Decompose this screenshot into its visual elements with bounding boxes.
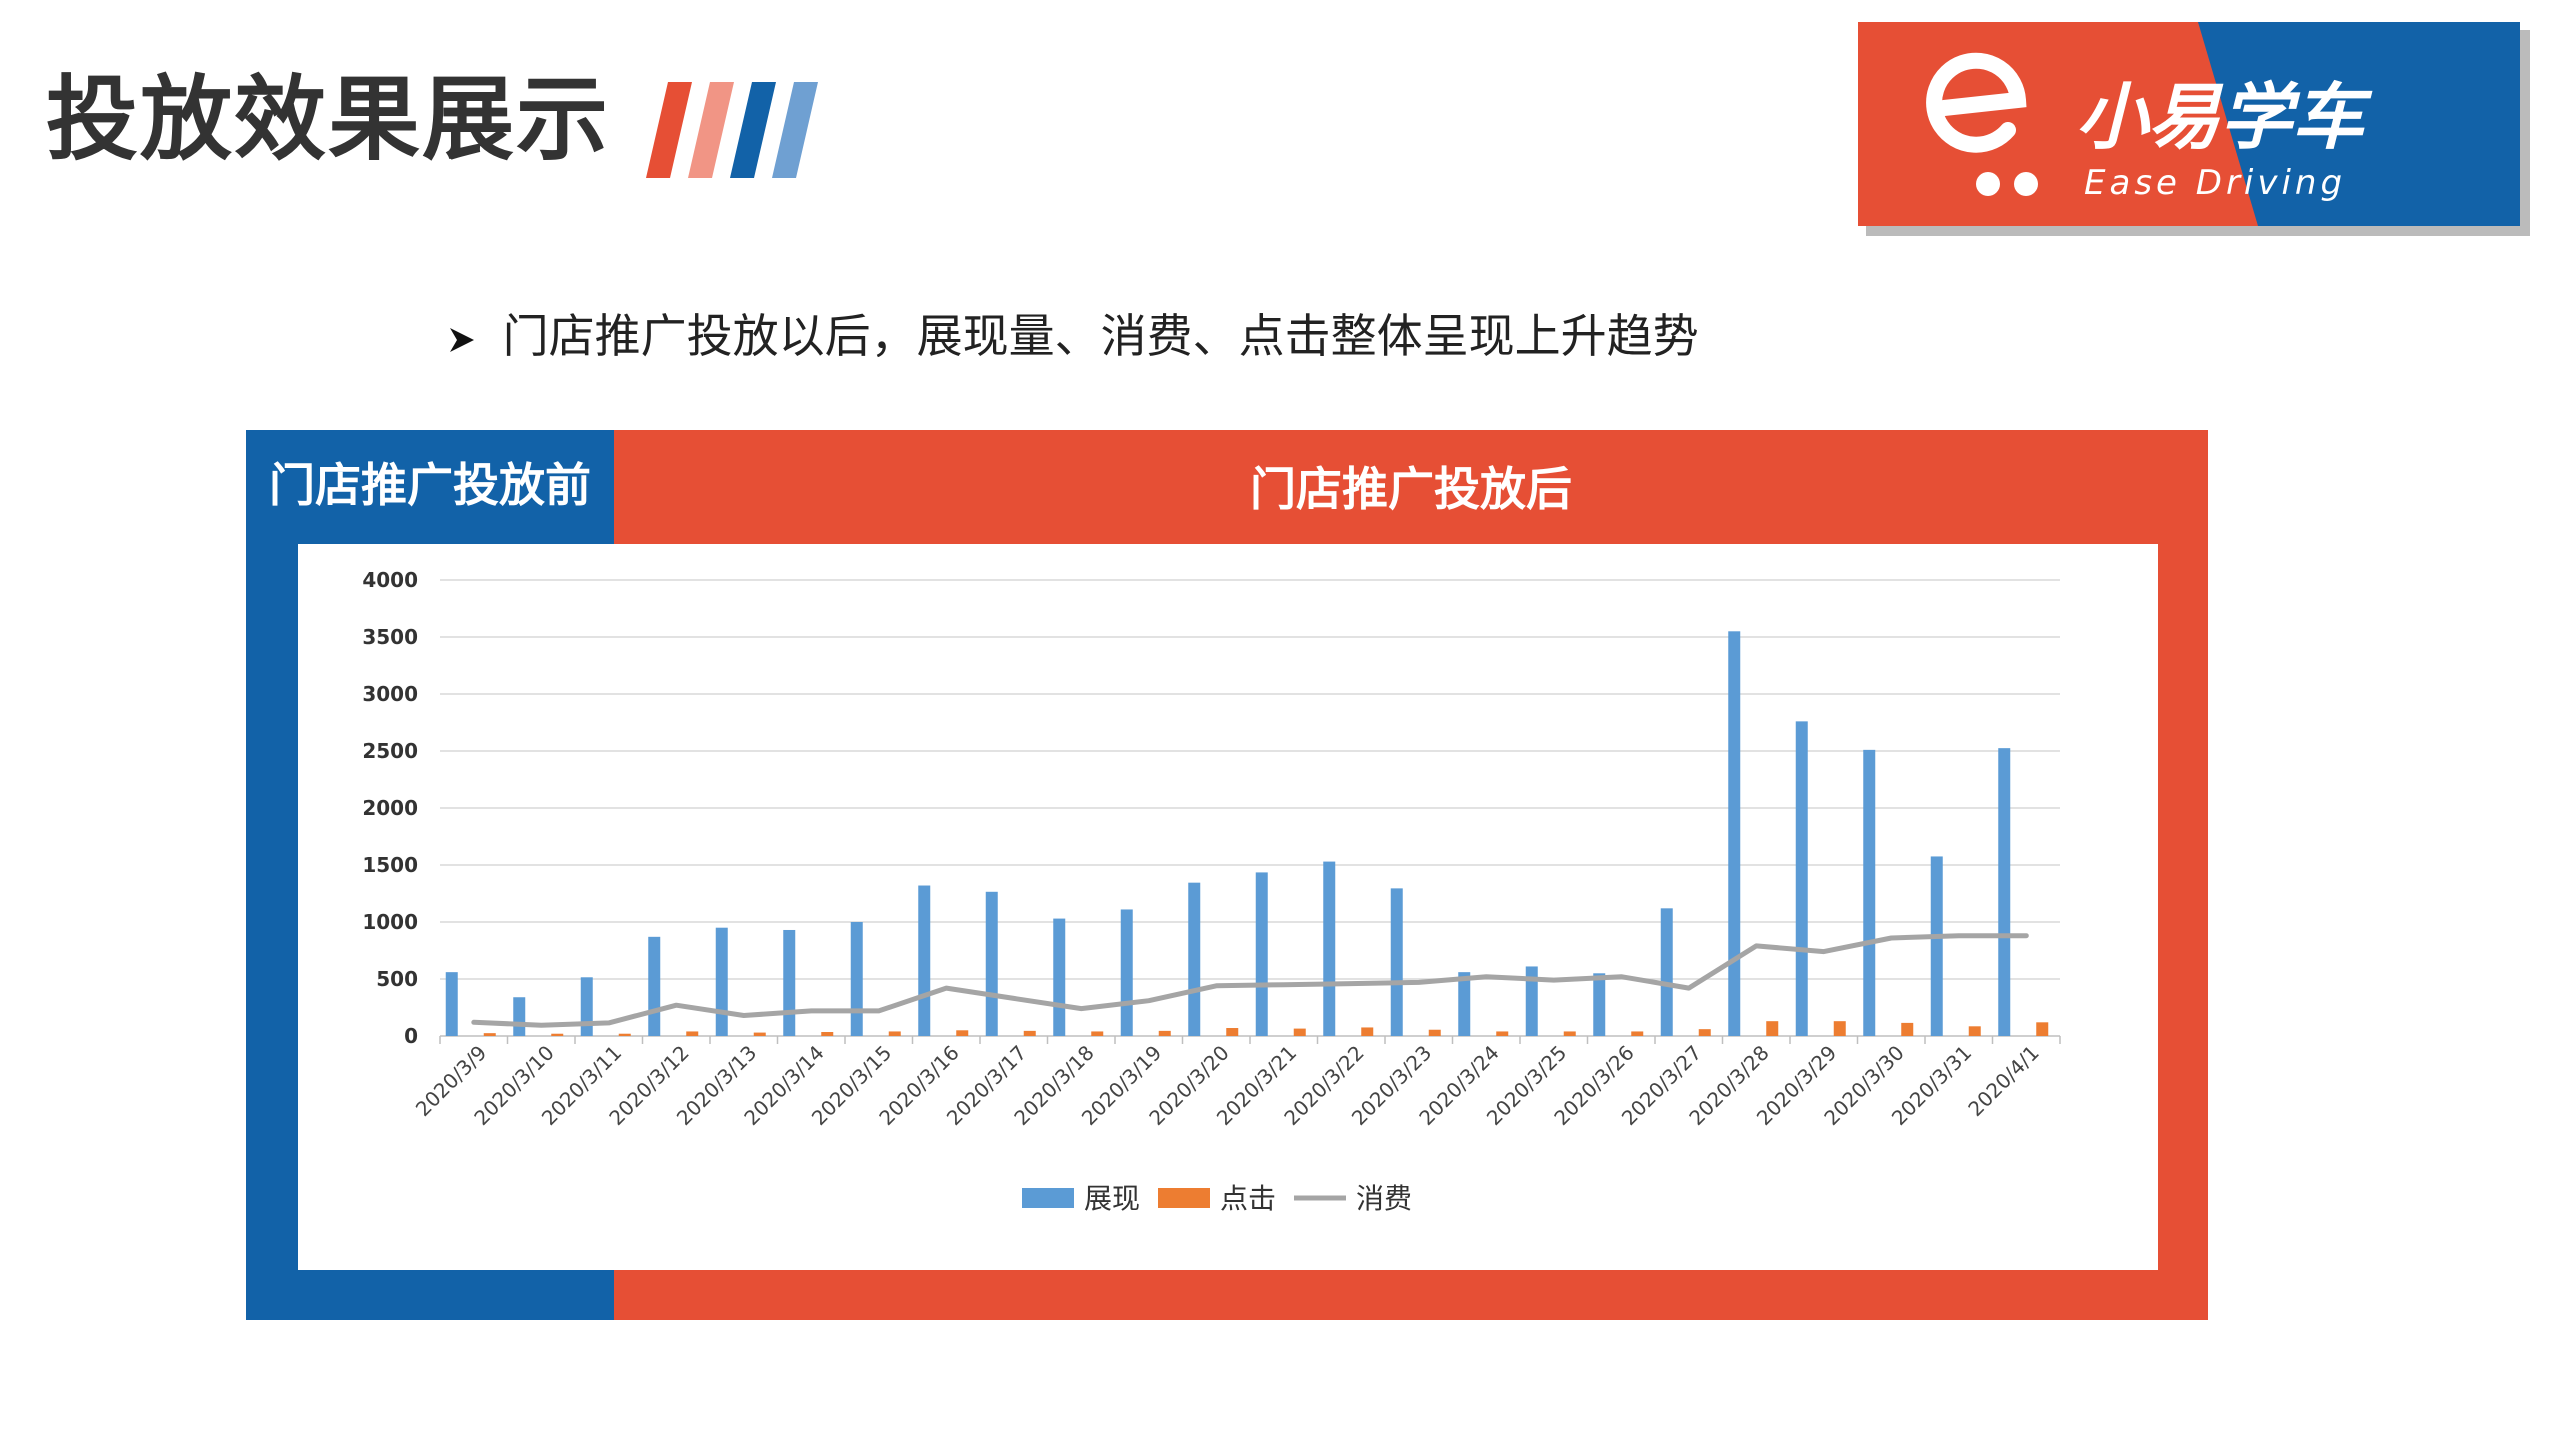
clicks-bar: [1698, 1029, 1711, 1036]
e-cart-logo-icon: [1926, 52, 2038, 196]
y-tick-label: 0: [404, 1024, 418, 1048]
impressions-bar: [1660, 908, 1673, 1036]
clicks-bar: [2036, 1022, 2049, 1036]
clicks-bar: [1901, 1022, 1914, 1036]
impressions-bar: [445, 972, 458, 1036]
impressions-bar: [1188, 882, 1201, 1036]
impressions-bar: [1458, 972, 1471, 1036]
y-tick-label: 3000: [362, 682, 418, 706]
clicks-bar: [686, 1031, 699, 1036]
impressions-bar: [513, 997, 526, 1036]
clicks-bar: [1158, 1030, 1171, 1036]
y-tick-label: 1500: [362, 853, 418, 877]
impressions-bar: [1053, 918, 1066, 1036]
impressions-bar: [1863, 749, 1876, 1036]
legend-spend-label: 消费: [1356, 1182, 1412, 1215]
clicks-bar: [1631, 1031, 1644, 1036]
legend-clicks-swatch: [1158, 1188, 1210, 1208]
impressions-bar: [648, 936, 661, 1036]
legend-clicks-label: 点击: [1220, 1182, 1276, 1215]
clicks-bar: [1833, 1021, 1846, 1036]
clicks-bar: [618, 1033, 631, 1036]
impressions-bar: [850, 922, 863, 1036]
clicks-bar: [1293, 1028, 1306, 1036]
summary-bullet: 门店推广投放以后，展现量、消费、点击整体呈现上升趋势: [448, 306, 1699, 366]
page-title: 投放效果展示: [46, 66, 611, 173]
impressions-bar: [1998, 748, 2011, 1036]
clicks-bar: [1766, 1021, 1779, 1036]
clicks-bar: [1563, 1031, 1576, 1036]
impressions-bar: [1525, 966, 1538, 1036]
impressions-bar: [1323, 861, 1336, 1036]
stripe-2: [688, 82, 734, 178]
impressions-bar: [918, 885, 931, 1036]
x-tick-label: 2020/4/1: [1963, 1041, 2043, 1121]
impressions-bar: [1255, 872, 1268, 1036]
clicks-bar: [551, 1033, 564, 1036]
y-tick-label: 3500: [362, 625, 418, 649]
performance-chart: 050010001500200025003000350040002020/3/9…: [362, 568, 2061, 1215]
after-promotion-label: 门店推广投放后: [1250, 462, 1572, 516]
decorative-stripes: [646, 82, 818, 178]
clicks-bar: [1361, 1027, 1374, 1036]
logo-brand-en: Ease Driving: [2084, 163, 2346, 203]
legend-impressions-label: 展现: [1084, 1182, 1140, 1215]
y-tick-label: 500: [376, 967, 418, 991]
impressions-bar: [1593, 973, 1606, 1036]
chart-panel: 0 500 1000 1500 2000 2500 3000 3500 4000 2020/3/9…: [298, 544, 2158, 1270]
impressions-bar: [783, 929, 796, 1036]
clicks-bar: [956, 1030, 969, 1036]
clicks-bar: [1968, 1026, 1981, 1036]
arrowhead-bullet-icon: [448, 306, 488, 366]
y-tick-label: 2500: [362, 739, 418, 763]
stripe-4: [772, 82, 818, 178]
y-tick-label: 2000: [362, 796, 418, 820]
stripe-1: [646, 82, 692, 178]
brand-logo: 小易学车 Ease Driving: [1858, 22, 2530, 236]
y-tick-label: 1000: [362, 910, 418, 934]
impressions-bar: [1390, 888, 1403, 1036]
legend-impressions-swatch: [1022, 1188, 1074, 1208]
clicks-bar: [1226, 1028, 1239, 1036]
impressions-bar: [580, 977, 593, 1036]
clicks-bar: [483, 1033, 496, 1036]
impressions-bar: [1930, 856, 1943, 1036]
impressions-bar: [985, 891, 998, 1036]
y-tick-label: 4000: [362, 568, 418, 592]
clicks-bar: [1496, 1031, 1509, 1036]
stripe-3: [730, 82, 776, 178]
before-promotion-label: 门店推广投放前: [269, 458, 591, 512]
impressions-bar: [1728, 631, 1741, 1036]
clicks-bar: [1023, 1030, 1036, 1036]
clicks-bar: [753, 1032, 766, 1036]
clicks-bar: [1091, 1031, 1104, 1036]
clicks-bar: [821, 1032, 834, 1036]
logo-brand-cn: 小易学车: [2076, 75, 2373, 159]
summary-text: 门店推广投放以后，展现量、消费、点击整体呈现上升趋势: [502, 309, 1699, 363]
impressions-bar: [715, 927, 728, 1036]
spend-line: [471, 933, 2029, 1028]
impressions-bar: [1795, 721, 1808, 1036]
clicks-bar: [888, 1031, 901, 1036]
clicks-bar: [1428, 1029, 1441, 1036]
impressions-bar: [1120, 909, 1133, 1036]
